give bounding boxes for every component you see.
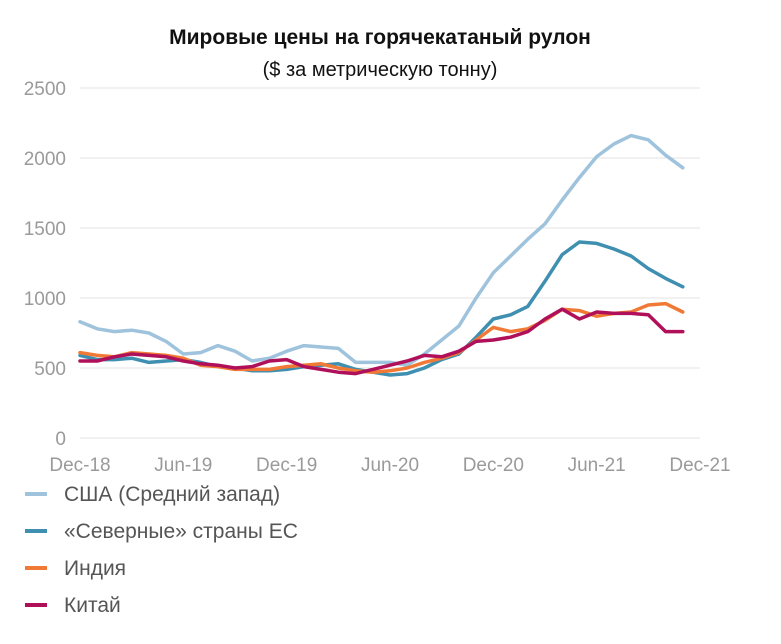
series-line-3 — [78, 301, 685, 374]
legend: США (Средний запад) «Северные» страны ЕС И… — [25, 483, 298, 617]
x-tick-label: Jun-21 — [568, 455, 626, 476]
legend-label: США (Средний запад) — [64, 483, 280, 506]
x-tick-label: Dec-21 — [669, 455, 730, 476]
legend-label: «Северные» страны ЕС — [64, 520, 298, 543]
x-tick-label: Jun-19 — [154, 455, 212, 476]
legend-label: Китай — [64, 594, 121, 617]
y-tick-label: 2000 — [24, 149, 66, 170]
gridlines — [80, 87, 700, 439]
y-tick-label: 2500 — [24, 79, 66, 100]
chart-title: Мировые цены на горячекатаный рулон — [169, 26, 591, 49]
y-tick-label: 1500 — [24, 219, 66, 240]
x-axis-ticks: Dec-18 Jun-19 Dec-19 Jun-20 Dec-20 Jun-21 Dec-… — [49, 455, 730, 476]
x-tick-label: Dec-20 — [463, 455, 524, 476]
series-line-4 — [78, 307, 685, 376]
x-tick-label: Dec-19 — [256, 455, 317, 476]
x-tick-label: Jun-20 — [361, 455, 419, 476]
y-tick-label: 1000 — [24, 289, 66, 310]
y-tick-label: 0 — [55, 429, 66, 450]
series-line-1 — [78, 133, 685, 367]
chart-subtitle: ($ за метрическую тонну) — [263, 59, 498, 81]
series-lines — [78, 133, 685, 377]
y-axis-ticks: 0 500 1000 1500 2000 2500 — [24, 79, 66, 450]
legend-label: Индия — [64, 557, 126, 580]
x-tick-label: Dec-18 — [49, 455, 110, 476]
y-tick-label: 500 — [34, 359, 66, 380]
